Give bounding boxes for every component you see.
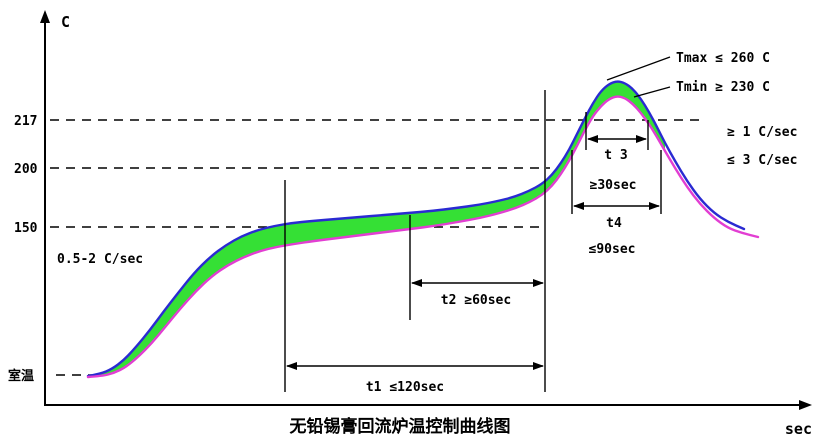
upper-limit-curve: [86, 80, 746, 378]
cooling-max-label: ≤ 3 C/sec: [727, 153, 797, 168]
tick-room-temp: 室温: [8, 368, 34, 383]
y-axis-unit-label: C: [61, 13, 70, 31]
tmax-leader-line: [606, 56, 671, 81]
x-axis-unit-label: sec: [785, 420, 812, 438]
t4-label: t4: [606, 216, 622, 231]
t1-label: t1 ≤120sec: [366, 380, 444, 395]
cooling-min-label: ≥ 1 C/sec: [727, 125, 797, 140]
t4-spec-label: ≤90sec: [589, 242, 636, 257]
tmin-leader-line: [633, 86, 671, 98]
ramp-rate-label: 0.5-2 C/sec: [57, 252, 143, 267]
chart-title: 无铅锡膏回流炉温控制曲线图: [289, 416, 511, 436]
tick-217: 217: [14, 114, 37, 129]
t3-label: t 3: [604, 148, 627, 163]
process-window-band: [88, 81, 665, 377]
tick-200: 200: [14, 162, 38, 177]
tick-150: 150: [14, 221, 38, 236]
t2-label: t2 ≥60sec: [441, 293, 511, 308]
tmin-label: Tmin ≥ 230 C: [676, 80, 770, 95]
tmax-label: Tmax ≤ 260 C: [676, 51, 770, 66]
y-axis-arrow-icon: [40, 10, 50, 23]
t3-spec-label: ≥30sec: [590, 178, 637, 193]
lower-limit-curve: [86, 95, 760, 379]
x-axis-arrow-icon: [799, 400, 812, 410]
